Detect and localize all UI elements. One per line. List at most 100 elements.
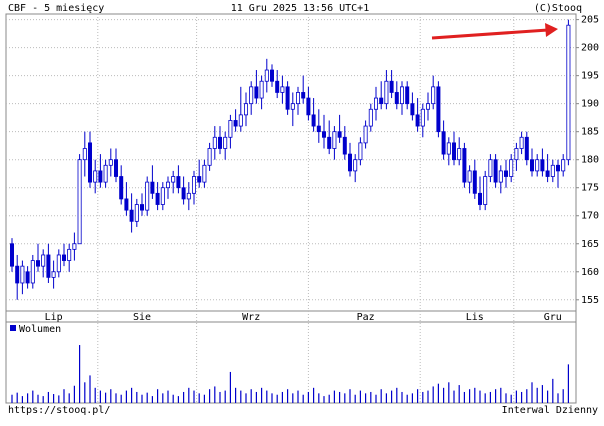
candle-body: [36, 260, 41, 267]
volume-bar: [73, 385, 75, 403]
annotation-arrow: [431, 28, 549, 40]
candle-body: [160, 187, 165, 205]
volume-bar: [385, 393, 387, 403]
candle-body: [420, 108, 425, 127]
volume-bar: [281, 391, 283, 403]
candle-body: [103, 164, 108, 183]
volume-bar: [32, 390, 34, 403]
volume-bar: [333, 390, 335, 403]
candle-body: [181, 187, 186, 200]
candle-body: [321, 131, 326, 138]
candle-body: [295, 92, 300, 105]
volume-bar: [84, 382, 86, 403]
candle-body: [477, 192, 482, 205]
candle-body: [243, 103, 248, 116]
url: https://stooq.pl/: [8, 405, 110, 416]
volume-bar: [37, 394, 39, 403]
volume-bar: [183, 391, 185, 403]
volume-bar: [271, 393, 273, 403]
volume-bar: [115, 393, 117, 403]
volume-bar: [307, 391, 309, 403]
candle-body: [301, 92, 306, 99]
volume-bar: [63, 389, 65, 403]
volume-bar: [489, 391, 491, 403]
volume-bar: [235, 387, 237, 403]
candle-body: [337, 131, 342, 138]
volume-bar: [323, 396, 325, 403]
candle-body: [88, 142, 93, 183]
candle-body: [150, 181, 155, 194]
volume-bar: [339, 391, 341, 403]
candle-body: [311, 114, 316, 127]
candle-body: [165, 181, 170, 189]
volume-bar: [344, 393, 346, 403]
candle-body: [82, 148, 87, 161]
volume-bar: [417, 389, 419, 403]
volume-bar: [136, 391, 138, 403]
source: (C)Stooq: [534, 3, 582, 14]
volume-bar: [406, 394, 408, 403]
volume-bar: [224, 390, 226, 403]
candle-body: [108, 159, 113, 166]
candle-body: [332, 131, 337, 149]
volume-bar: [240, 390, 242, 403]
candle-body: [441, 131, 446, 155]
volume-bar: [479, 390, 481, 403]
volume-bar: [432, 386, 434, 403]
x-tick-label: Lip: [45, 312, 63, 323]
candle-body: [498, 170, 503, 183]
candle-body: [363, 125, 368, 144]
volume-bar: [318, 393, 320, 403]
candle-body: [207, 148, 212, 166]
candle-body: [379, 97, 384, 105]
volume-bar: [453, 390, 455, 403]
volume-bar: [245, 393, 247, 403]
candle-body: [72, 243, 77, 250]
volume-bar: [567, 364, 569, 403]
candle-body: [254, 86, 259, 99]
candle-body: [290, 103, 295, 110]
volume-bar: [255, 391, 257, 403]
volume-bar: [287, 389, 289, 403]
y-tick-label: 170: [581, 211, 599, 222]
candle-body: [171, 176, 176, 183]
candle-body: [566, 24, 571, 161]
volume-bar: [250, 389, 252, 403]
frame: [5, 13, 577, 404]
volume-bar: [42, 396, 44, 403]
candle-body: [20, 265, 25, 284]
volume-bar: [141, 394, 143, 403]
volume-bar: [47, 391, 49, 403]
volume-bar: [151, 396, 153, 403]
volume-bar: [16, 392, 18, 403]
volume-bar: [328, 394, 330, 403]
volume-bar: [276, 394, 278, 403]
volume-bar: [99, 390, 101, 403]
y-tick-label: 165: [581, 239, 599, 250]
candle-body: [384, 80, 389, 105]
candle-body: [462, 148, 467, 183]
candle-body: [176, 176, 181, 189]
candle-body: [30, 260, 35, 284]
plot: 155 160 165 170 175 180 185 190 195 200 205 Lip Sie W…: [6, 14, 599, 403]
volume-bar: [526, 389, 528, 403]
volume-bar: [474, 387, 476, 403]
chart-title: CBF - 5 miesięcy: [8, 3, 104, 14]
candle-body: [56, 254, 61, 273]
candle-body: [249, 86, 254, 105]
volume-bar: [110, 389, 112, 403]
interval: Interwal Dzienny: [502, 405, 598, 416]
volume-bar: [209, 389, 211, 403]
volume-bar: [443, 387, 445, 403]
volume-bar: [68, 393, 70, 403]
candle-body: [410, 103, 415, 116]
volume-bar: [422, 391, 424, 403]
volume-bar: [266, 390, 268, 403]
volume-bar: [463, 391, 465, 403]
candle-body: [316, 125, 321, 133]
volume-bar: [172, 394, 174, 403]
candle-body: [493, 159, 498, 183]
candle-body: [98, 170, 103, 183]
candle-body: [145, 181, 150, 211]
x-tick-label: Gru: [544, 312, 562, 323]
